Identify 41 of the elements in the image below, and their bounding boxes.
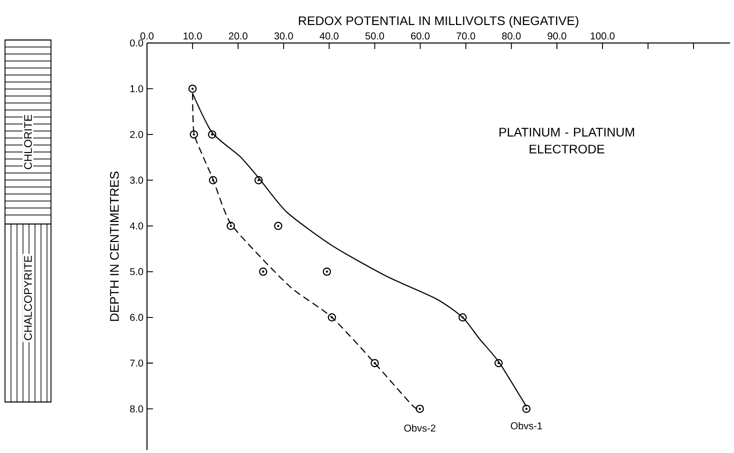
point: [274, 222, 282, 230]
point: [208, 176, 218, 184]
point: [188, 84, 197, 93]
point: [259, 268, 268, 276]
point: [226, 222, 235, 230]
y-tick-label: 2.0: [130, 130, 144, 138]
y-tick-label: 1.0: [130, 85, 144, 92]
point: [458, 313, 467, 322]
y-tick-label: 6.0: [130, 314, 144, 321]
annotation: PLATINUM - PLATINUM ELECTRODE: [500, 128, 634, 154]
point: [254, 176, 263, 184]
y-tick-label: 3.0: [130, 176, 144, 184]
series-label: Obvs-2: [404, 424, 436, 432]
point: [328, 313, 336, 322]
point: [416, 404, 424, 413]
x-tick-label: 70.0: [456, 32, 476, 40]
x-tick-label: 40.0: [320, 32, 338, 40]
series-label: Obvs-1: [510, 422, 542, 430]
x-tick-label: 50.0: [365, 32, 384, 40]
y-tick-label: 4.0: [130, 222, 144, 230]
y-axis-title: DEPTH IN CENTIMETRES: [110, 172, 119, 321]
x-tick-label: 100.0: [590, 32, 615, 40]
x-tick-label: 0.0: [140, 32, 154, 40]
point: [190, 130, 198, 139]
x-tick-label: 60.0: [411, 32, 430, 40]
x-tick-label: 90.0: [548, 32, 566, 40]
x-axis-title: REDOX POTENTIAL IN MILLIVOLTS (NEGATIVE): [298, 16, 578, 28]
y-tick-label: 7.0: [130, 360, 144, 367]
x-tick-label: 20.0: [228, 32, 248, 40]
y-tick-label: 8.0: [130, 405, 144, 412]
y-tick-label: 0.0: [130, 39, 144, 47]
text: CHLORITE: [24, 114, 32, 170]
x-tick-label: 80.0: [502, 32, 521, 40]
point: [370, 358, 379, 368]
point: [322, 268, 332, 276]
x-tick-label: 10.0: [184, 32, 202, 40]
y-tick-label: 5.0: [130, 268, 144, 276]
x-tick-label: 30.0: [274, 32, 293, 40]
text: CHALCOPYRITE: [24, 256, 32, 340]
point: [522, 404, 531, 413]
point: [208, 130, 216, 139]
